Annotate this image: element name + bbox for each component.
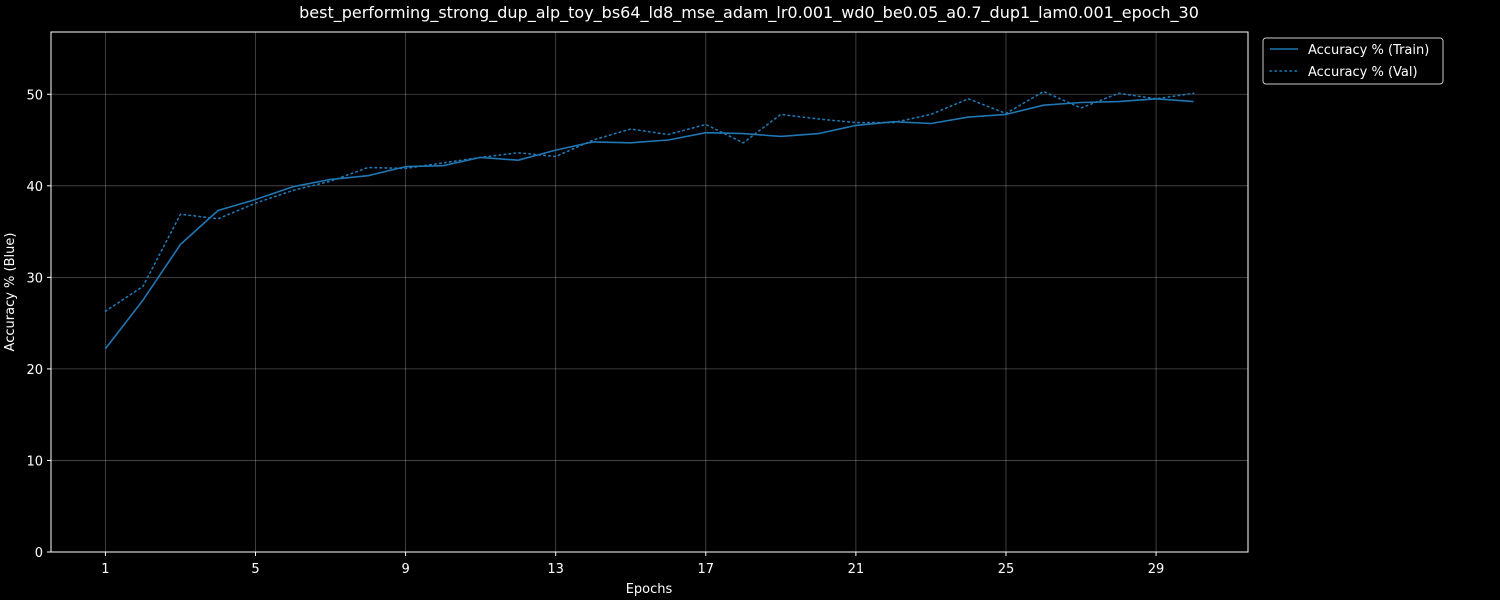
grid-layer [51, 32, 1248, 553]
tick-layer: 1 5 9 13 17 21 25 29 0 10 20 30 40 50 [26, 88, 1164, 577]
y-tick-label: 0 [35, 546, 43, 561]
x-tick-label: 1 [101, 562, 109, 577]
x-tick-label: 5 [251, 562, 259, 577]
x-axis-label: Epochs [626, 582, 673, 597]
x-tick-label: 21 [848, 562, 865, 577]
y-tick-label: 40 [26, 180, 43, 195]
legend-label: Accuracy % (Train) [1308, 43, 1429, 58]
series-layer [104, 90, 1195, 350]
y-tick-label: 20 [26, 363, 43, 378]
legend-box [1262, 37, 1444, 85]
y-axis-label: Accuracy % (Blue) [3, 233, 18, 352]
x-tick-label: 9 [401, 562, 409, 577]
x-tick-label: 29 [1148, 562, 1165, 577]
y-tick-label: 50 [26, 88, 43, 103]
y-tick-label: 30 [26, 271, 43, 286]
x-tick-label: 25 [998, 562, 1015, 577]
legend: Accuracy % (Train) Accuracy % (Val) [1262, 37, 1444, 85]
chart-title: best_performing_strong_dup_alp_toy_bs64_… [299, 3, 1199, 23]
series-line-val [104, 90, 1195, 313]
series-line-train [104, 98, 1194, 350]
plot-frame [50, 31, 1249, 553]
x-tick-label: 13 [547, 562, 564, 577]
legend-label: Accuracy % (Val) [1308, 65, 1418, 80]
x-tick-label: 17 [698, 562, 715, 577]
y-tick-label: 10 [26, 454, 43, 469]
